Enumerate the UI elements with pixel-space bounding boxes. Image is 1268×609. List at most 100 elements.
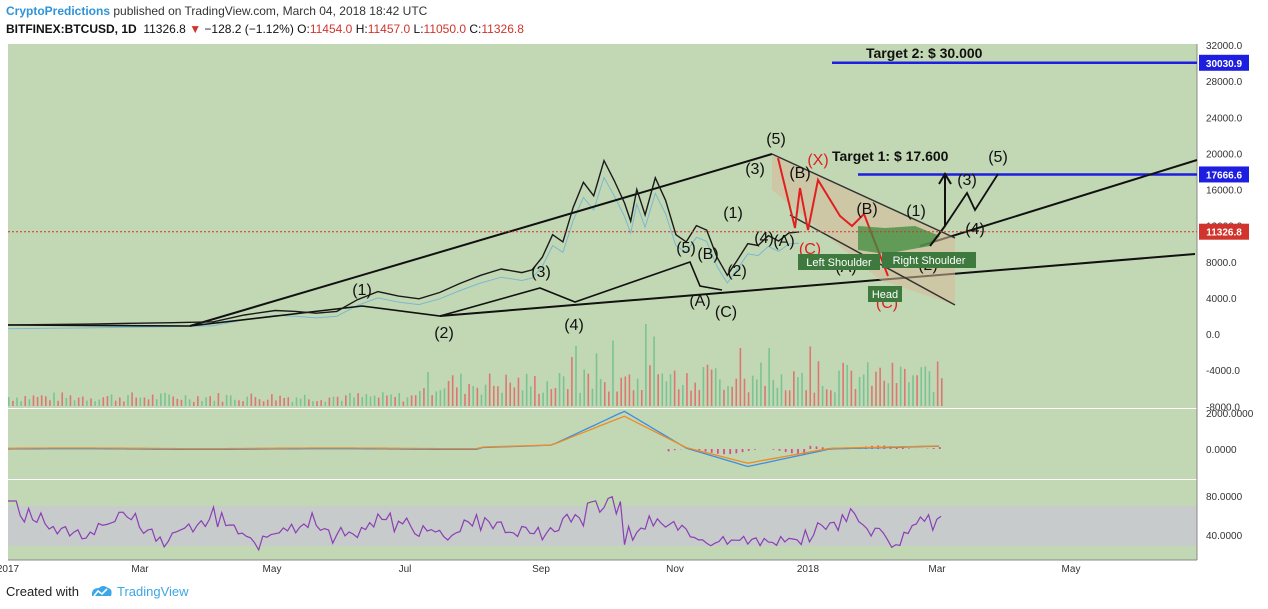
volume-bar (73, 400, 76, 406)
volume-bar (238, 400, 240, 406)
volume-bar (94, 401, 96, 406)
volume-bar (365, 394, 368, 406)
volume-bar (492, 385, 495, 406)
volume-bar (764, 385, 766, 406)
volume-bar (402, 401, 405, 406)
volume-bar (842, 362, 844, 406)
volume-bar (928, 371, 931, 406)
head-label: Head (872, 289, 898, 301)
macd-histogram-bar (710, 449, 713, 453)
volume-bar (242, 401, 244, 406)
volume-bar (714, 368, 717, 406)
volume-bar (451, 375, 454, 406)
tradingview-logo-icon[interactable] (88, 582, 114, 602)
tradingview-link[interactable]: TradingView (117, 584, 189, 599)
volume-bar (686, 373, 688, 406)
volume-bar (361, 397, 364, 406)
macd-histogram-bar (729, 449, 732, 455)
volume-bar (98, 399, 101, 406)
volume-bar (850, 370, 853, 406)
price-label-text: 11326.8 (1206, 228, 1242, 239)
left-shoulder-label: Left Shoulder (806, 257, 872, 269)
price-label-text: 17666.6 (1206, 170, 1243, 181)
volume-bar (353, 397, 355, 406)
price-tick-label: 28000.0 (1206, 77, 1243, 88)
volume-bar (529, 386, 532, 406)
volume-bar (501, 392, 503, 406)
volume-bar (780, 374, 783, 406)
macd-histogram-bar (741, 449, 744, 453)
volume-bar (172, 396, 174, 406)
price-label-text: 30030.9 (1206, 59, 1243, 70)
volume-bar (735, 378, 738, 406)
low-label: L: (413, 22, 424, 36)
volume-bar (316, 401, 318, 406)
volume-bar (106, 395, 109, 406)
volume-bar (669, 374, 672, 406)
volume-bar (517, 377, 520, 406)
volume-bar (225, 394, 228, 406)
volume-bar (936, 361, 939, 406)
volume-bar (632, 390, 635, 406)
volume-bar (205, 397, 207, 406)
high-label: H: (355, 22, 368, 36)
time-tick-label: May (1062, 564, 1081, 575)
volume-bar (682, 384, 684, 406)
volume-bar (377, 397, 380, 406)
volume-bar (760, 362, 762, 406)
ohlc-line: BITFINEX:BTCUSD, 1D 11326.8 ▼ −128.2 (−1… (6, 22, 524, 36)
volume-bar (324, 401, 327, 406)
volume-bar (484, 384, 487, 406)
macd-histogram-bar (673, 449, 676, 451)
time-tick-label: Mar (131, 564, 149, 575)
publish-line: CryptoPredictions published on TradingVi… (6, 4, 427, 18)
open-value: 11454.0 (309, 22, 353, 36)
open-label: O: (297, 22, 310, 36)
macd-histogram-bar (778, 449, 781, 451)
macd-tick-label: 0.0000 (1206, 445, 1237, 456)
volume-bar (246, 396, 248, 406)
volume-bar (114, 400, 117, 406)
volume-bar (135, 397, 138, 406)
volume-bar (184, 395, 187, 406)
price-tick-label: 20000.0 (1206, 149, 1243, 160)
author-link[interactable]: CryptoPredictions (6, 4, 111, 18)
volume-bar (673, 370, 676, 406)
rsi-tick-label: 40.0000 (1206, 531, 1243, 542)
volume-bar (234, 399, 236, 406)
macd-histogram-bar (667, 449, 670, 452)
volume-bar (439, 390, 442, 406)
volume-bar (554, 387, 557, 406)
volume-bar (53, 392, 55, 406)
price-chart[interactable]: 32000.030000.028000.024000.020000.016000… (0, 40, 1268, 578)
volume-bar (213, 400, 216, 406)
volume-bar (328, 397, 331, 406)
created-with-text: Created with (6, 584, 79, 599)
wave-label: (B) (856, 201, 877, 218)
red-corrective-path (777, 157, 889, 277)
wave-label: (5) (988, 149, 1008, 166)
breakout-trendline (919, 159, 1198, 247)
volume-bar (587, 373, 590, 406)
volume-bar (665, 381, 668, 406)
volume-bar (476, 387, 479, 406)
volume-bar (77, 397, 80, 406)
volume-bar (192, 401, 195, 406)
volume-bar (521, 390, 524, 406)
volume-bar (275, 400, 277, 406)
volume-bar (221, 401, 224, 406)
volume-bar (86, 400, 88, 406)
macd-histogram-bar (698, 449, 701, 451)
price-tick-label: 24000.0 (1206, 113, 1243, 124)
right-shoulder-box (882, 252, 976, 268)
volume-bar (603, 382, 606, 406)
volume-bar (308, 399, 310, 406)
volume-bar (830, 390, 832, 406)
volume-bar (414, 395, 417, 406)
volume-bar (460, 373, 462, 406)
volume-bar (349, 392, 351, 406)
macd-histogram-bar (735, 449, 738, 454)
volume-bar (620, 377, 622, 406)
volume-bar (645, 324, 647, 406)
volume-bar (382, 392, 384, 406)
